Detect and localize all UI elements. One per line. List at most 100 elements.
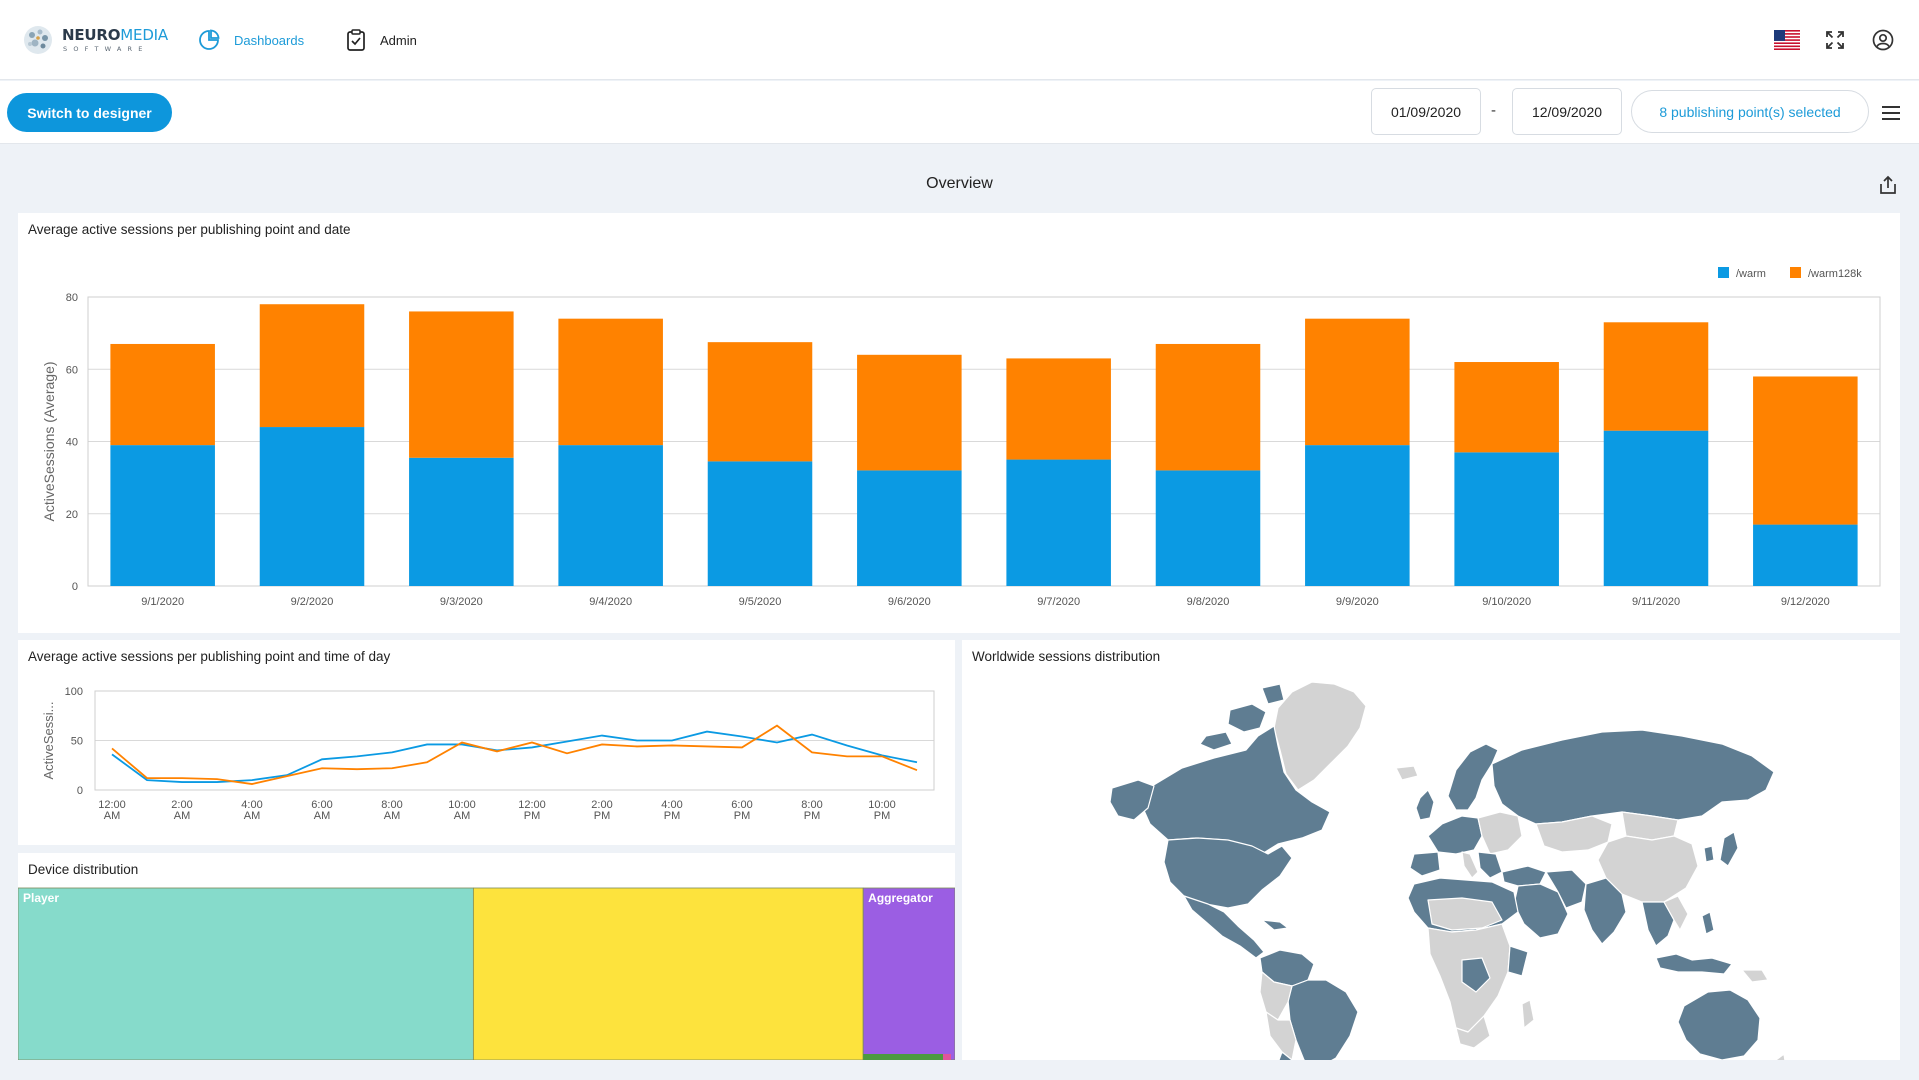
x-tick-label: 9/5/2020 — [739, 596, 782, 608]
map-region-andes — [1265, 1011, 1297, 1060]
x-tick-label: AM — [314, 810, 331, 822]
world-map[interactable] — [962, 640, 1900, 1060]
export-icon[interactable] — [1876, 173, 1900, 197]
map-region-spain — [1409, 851, 1441, 877]
treemap-title: Device distribution — [28, 862, 139, 877]
nav-admin[interactable]: Admin — [346, 28, 417, 52]
x-tick-label: PM — [734, 810, 751, 822]
map-region-balkans — [1477, 851, 1503, 879]
x-tick-label: 9/8/2020 — [1187, 596, 1230, 608]
date-separator: - — [1491, 102, 1496, 119]
bar-chart-panel: Average active sessions per publishing p… — [18, 213, 1900, 633]
fullscreen-icon[interactable] — [1821, 26, 1849, 54]
bar-segment — [259, 304, 365, 428]
map-region-europe-west — [1427, 815, 1483, 855]
x-tick-label: PM — [664, 810, 681, 822]
bar-segment — [1006, 358, 1111, 460]
logo-subtitle: SOFTWARE — [63, 45, 149, 53]
map-region-indonesia — [1655, 953, 1733, 975]
bar-segment — [1155, 343, 1261, 471]
x-tick-label: 9/12/2020 — [1781, 596, 1830, 608]
x-tick-label: PM — [524, 810, 541, 822]
date-to-field[interactable]: 12/09/2020 — [1512, 88, 1622, 135]
nav-dashboards-label: Dashboards — [234, 32, 305, 48]
brain-logo-icon — [24, 26, 52, 54]
bar-segment — [1305, 318, 1410, 446]
dashboard-title: Overview — [926, 175, 993, 192]
hamburger-menu-icon[interactable] — [1878, 100, 1904, 126]
plot-frame — [94, 690, 935, 791]
x-tick-label: 9/7/2020 — [1037, 596, 1080, 608]
treemap-chart: Player Aggregator — [18, 887, 955, 1060]
switch-to-designer-button[interactable]: Switch to designer — [7, 93, 172, 132]
bar-segment — [1155, 470, 1261, 586]
map-region-alaska — [1109, 779, 1155, 821]
y-axis-title: ActiveSessions (Average) — [41, 361, 57, 521]
map-region-arctic-islands — [1199, 683, 1285, 751]
date-from-field[interactable]: 01/09/2020 — [1371, 88, 1481, 135]
legend-swatch — [1718, 267, 1729, 278]
treemap-tile — [862, 887, 955, 1060]
nav-admin-label: Admin — [380, 32, 417, 48]
x-tick-label: 9/10/2020 — [1482, 596, 1531, 608]
user-account-icon[interactable] — [1869, 26, 1897, 54]
bar-segment — [409, 457, 514, 586]
series-line — [111, 724, 918, 785]
map-region-russia — [1491, 729, 1775, 825]
bar-segment — [1454, 362, 1559, 453]
bar-chart: 0 20 40 60 80 ActiveSessions (Average) 9/1/202… — [41, 267, 1881, 608]
treemap-small-tile — [863, 1054, 943, 1060]
x-tick-label: AM — [244, 810, 261, 822]
bar-segment — [110, 343, 215, 446]
bar-segment — [1603, 430, 1709, 586]
x-tick-label: AM — [384, 810, 401, 822]
x-tick-label: 4:00 — [661, 799, 682, 811]
x-tick-label: 9/11/2020 — [1632, 596, 1680, 608]
us-flag-icon[interactable] — [1773, 26, 1801, 54]
bar-chart-title: Average active sessions per publishing p… — [28, 222, 351, 237]
map-region-indochina — [1663, 895, 1689, 931]
pie-chart-icon — [199, 29, 220, 50]
map-region-europe-east — [1477, 811, 1523, 855]
x-tick-label: 8:00 — [801, 799, 822, 811]
treemap-panel: Device distribution Player Aggregator — [18, 853, 955, 1060]
treemap-tile — [18, 887, 474, 1060]
map-region-italy — [1461, 851, 1479, 879]
legend-label: /warm — [1736, 268, 1766, 280]
map-region-brazil — [1287, 979, 1359, 1060]
x-tick-label: AM — [104, 810, 121, 822]
map-title: Worldwide sessions distribution — [972, 649, 1161, 664]
bar-segment — [1454, 452, 1559, 586]
bar-segment — [1753, 524, 1858, 586]
x-tick-label: 10:00 — [868, 799, 896, 811]
logo[interactable]: NEUROMEDIA SOFTWARE — [22, 22, 168, 58]
map-region-png — [1741, 969, 1769, 983]
treemap-label: Player — [23, 891, 59, 905]
map-region-scandinavia — [1447, 743, 1499, 811]
map-region-turkey — [1501, 865, 1547, 887]
map-region-philippines — [1701, 911, 1715, 935]
x-tick-label: 9/6/2020 — [888, 596, 931, 608]
map-region-iceland — [1395, 765, 1419, 781]
map-region-caribbean — [1261, 919, 1289, 931]
map-region-drc — [1461, 957, 1491, 993]
toolbar: Switch to designer 01/09/2020 - 12/09/20… — [0, 81, 1919, 144]
x-tick-label: PM — [594, 810, 611, 822]
bar-segment — [707, 461, 813, 586]
y-tick-label: 20 — [66, 509, 78, 521]
map-region-madagascar — [1521, 999, 1535, 1029]
nav-dashboards[interactable]: Dashboards — [198, 28, 304, 52]
bar-segment — [558, 318, 663, 446]
x-tick-label: 9/4/2020 — [589, 596, 632, 608]
map-region-sahara — [1427, 897, 1503, 931]
y-tick-label: 50 — [71, 736, 83, 748]
map-region-mexico — [1183, 895, 1265, 959]
x-tick-label: 10:00 — [448, 799, 476, 811]
x-tick-label: AM — [174, 810, 191, 822]
map-region-new-zealand — [1775, 1053, 1786, 1060]
treemap-small-tile — [943, 1054, 951, 1060]
publishing-points-selector[interactable]: 8 publishing point(s) selected — [1631, 90, 1869, 133]
map-panel: Worldwide sessions distribution — [962, 640, 1900, 1060]
map-region-uk — [1415, 789, 1435, 821]
x-tick-label: 9/3/2020 — [440, 596, 483, 608]
